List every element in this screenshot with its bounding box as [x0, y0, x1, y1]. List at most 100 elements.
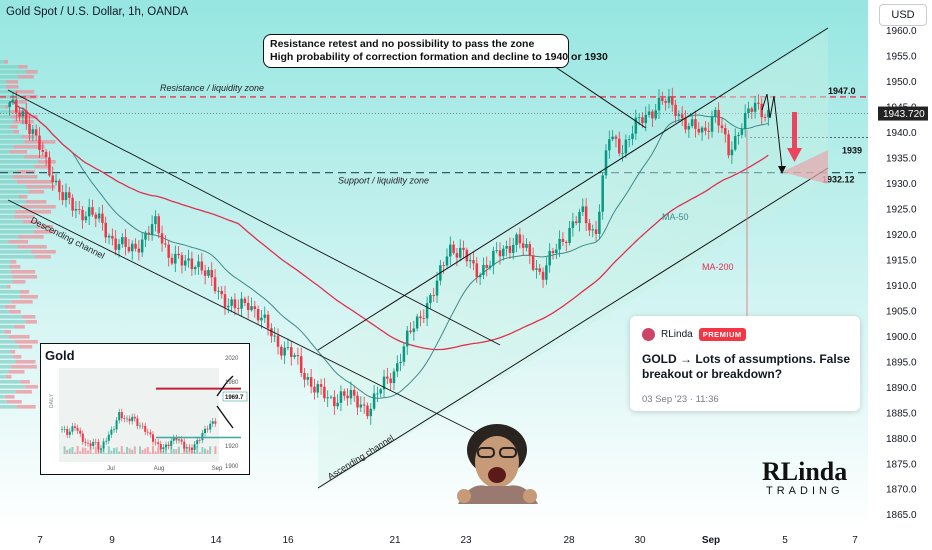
- candle-body[interactable]: [74, 209, 78, 211]
- candle-body[interactable]: [402, 346, 406, 362]
- candle-body[interactable]: [77, 209, 81, 210]
- candle-body[interactable]: [34, 129, 38, 136]
- candle-body[interactable]: [545, 265, 548, 280]
- candle-body[interactable]: [680, 114, 684, 119]
- candle-body[interactable]: [598, 211, 601, 234]
- candle-body[interactable]: [574, 221, 578, 224]
- candle-body[interactable]: [462, 247, 465, 250]
- candle-body[interactable]: [604, 150, 608, 176]
- candle-body[interactable]: [329, 396, 333, 398]
- candle-body[interactable]: [637, 117, 641, 119]
- candle-body[interactable]: [147, 232, 151, 235]
- candle-body[interactable]: [555, 249, 558, 254]
- candle-body[interactable]: [425, 303, 429, 319]
- candle-body[interactable]: [349, 389, 353, 399]
- candle-body[interactable]: [339, 391, 343, 403]
- candle-body[interactable]: [250, 306, 253, 311]
- candle-body[interactable]: [753, 102, 757, 112]
- candle-body[interactable]: [452, 244, 455, 254]
- candle-body[interactable]: [671, 96, 674, 105]
- candle-body[interactable]: [710, 116, 714, 132]
- candle-body[interactable]: [647, 111, 651, 115]
- candle-body[interactable]: [631, 133, 634, 140]
- candle-body[interactable]: [608, 139, 611, 151]
- ascending-channel-upper[interactable]: [317, 27, 829, 351]
- candle-body[interactable]: [276, 335, 280, 347]
- candle-body[interactable]: [44, 151, 48, 158]
- candle-body[interactable]: [213, 277, 217, 292]
- candle-body[interactable]: [405, 330, 409, 347]
- candle-body[interactable]: [319, 384, 323, 387]
- candle-body[interactable]: [743, 113, 747, 130]
- candle-body[interactable]: [720, 125, 724, 129]
- candle-body[interactable]: [366, 405, 369, 417]
- candle-body[interactable]: [521, 243, 525, 248]
- candle-body[interactable]: [730, 149, 734, 156]
- candle-body[interactable]: [150, 224, 154, 235]
- candle-body[interactable]: [48, 157, 51, 176]
- candle-body[interactable]: [246, 302, 250, 311]
- candle-body[interactable]: [495, 250, 498, 252]
- candle-body[interactable]: [38, 135, 41, 150]
- candle-body[interactable]: [81, 209, 84, 221]
- candle-body[interactable]: [124, 237, 127, 247]
- candle-body[interactable]: [458, 247, 462, 258]
- candle-body[interactable]: [564, 241, 568, 243]
- candle-body[interactable]: [117, 244, 121, 250]
- candle-body[interactable]: [700, 127, 704, 133]
- candle-body[interactable]: [160, 233, 164, 244]
- candle-body[interactable]: [697, 128, 701, 133]
- candle-body[interactable]: [31, 129, 35, 134]
- candle-body[interactable]: [558, 238, 561, 250]
- candle-body[interactable]: [137, 248, 141, 253]
- descending-channel-upper[interactable]: [7, 89, 501, 346]
- candle-body[interactable]: [134, 243, 137, 249]
- candle-body[interactable]: [21, 111, 25, 117]
- candle-body[interactable]: [101, 213, 104, 223]
- candle-body[interactable]: [230, 299, 233, 306]
- candle-body[interactable]: [654, 110, 657, 119]
- candle-body[interactable]: [568, 227, 571, 243]
- candle-body[interactable]: [28, 124, 31, 134]
- candle-body[interactable]: [621, 153, 624, 155]
- candle-body[interactable]: [54, 180, 58, 183]
- candle-body[interactable]: [266, 314, 270, 329]
- candle-body[interactable]: [442, 265, 445, 267]
- candle-body[interactable]: [154, 216, 157, 225]
- candle-body[interactable]: [763, 117, 767, 118]
- candle-body[interactable]: [518, 234, 522, 244]
- candle-body[interactable]: [704, 127, 707, 131]
- candle-body[interactable]: [485, 264, 488, 268]
- candle-body[interactable]: [528, 243, 532, 256]
- candle-body[interactable]: [144, 232, 147, 240]
- candle-body[interactable]: [601, 175, 604, 212]
- ascending-channel-lower[interactable]: [317, 167, 829, 489]
- candle-body[interactable]: [8, 102, 11, 108]
- candle-body[interactable]: [750, 108, 754, 112]
- candle-body[interactable]: [71, 197, 74, 211]
- candle-body[interactable]: [677, 114, 681, 116]
- candle-body[interactable]: [263, 314, 267, 318]
- candle-body[interactable]: [309, 377, 313, 387]
- candle-body[interactable]: [18, 112, 21, 117]
- candle-body[interactable]: [760, 103, 763, 118]
- candle-body[interactable]: [352, 389, 356, 396]
- candle-body[interactable]: [326, 397, 329, 399]
- candle-body[interactable]: [313, 386, 316, 393]
- candle-body[interactable]: [445, 256, 449, 266]
- ma-200-line[interactable]: [9, 100, 769, 351]
- candle-body[interactable]: [24, 111, 28, 125]
- candle-body[interactable]: [61, 192, 64, 201]
- descending-channel-lower[interactable]: [7, 199, 481, 436]
- candle-body[interactable]: [627, 139, 631, 140]
- candle-body[interactable]: [651, 111, 654, 119]
- candle-body[interactable]: [717, 109, 720, 126]
- candle-body[interactable]: [667, 96, 671, 103]
- candle-body[interactable]: [51, 175, 54, 183]
- candle-body[interactable]: [107, 235, 111, 238]
- candle-body[interactable]: [392, 371, 396, 384]
- candle-body[interactable]: [346, 395, 349, 399]
- candle-body[interactable]: [611, 136, 614, 140]
- candle-body[interactable]: [362, 404, 366, 406]
- candle-body[interactable]: [594, 229, 598, 234]
